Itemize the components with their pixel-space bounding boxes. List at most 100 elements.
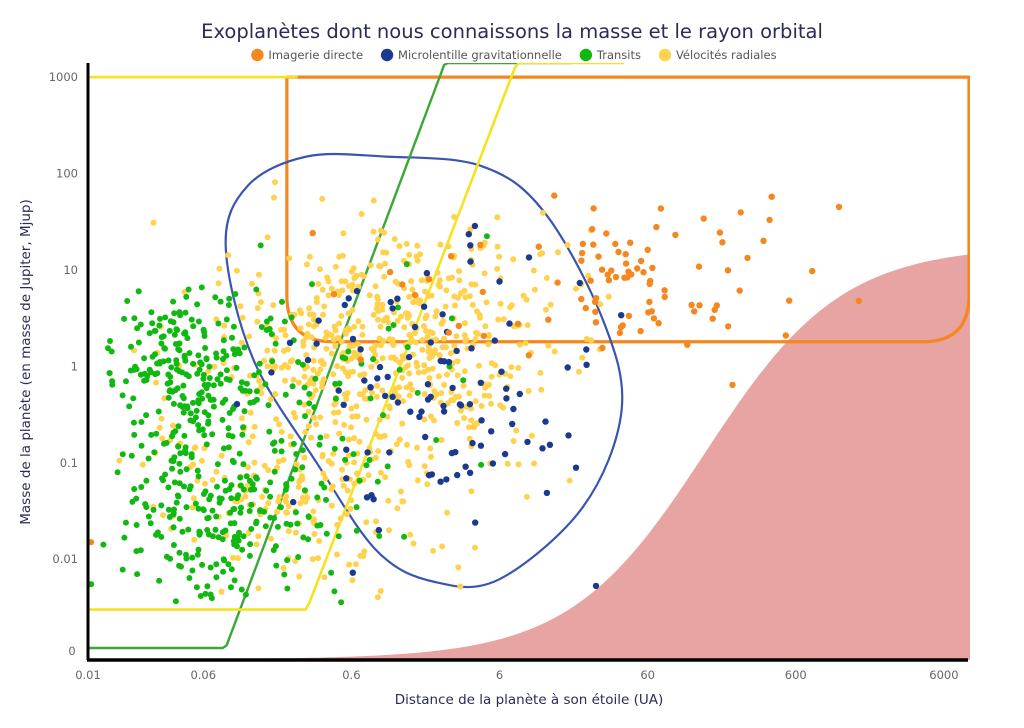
point-microlensing	[420, 303, 428, 310]
point-radial-velocity	[238, 339, 245, 346]
point-transits	[173, 499, 180, 506]
point-transits	[172, 387, 179, 393]
point-radial-velocity	[543, 306, 549, 313]
point-radial-velocity	[322, 475, 329, 482]
point-radial-velocity	[246, 333, 253, 340]
point-transits	[183, 504, 190, 511]
point-transits	[158, 533, 165, 540]
point-transits	[202, 590, 209, 597]
point-radial-velocity	[351, 480, 358, 487]
point-transits	[133, 495, 140, 502]
point-radial-velocity	[414, 257, 421, 264]
point-radial-velocity	[280, 347, 287, 354]
point-transits	[380, 412, 386, 419]
point-radial-velocity	[400, 355, 407, 362]
point-transits	[292, 509, 299, 516]
point-transits	[213, 350, 220, 357]
point-transits	[376, 533, 383, 539]
point-transits	[128, 452, 135, 459]
point-radial-velocity	[339, 287, 346, 294]
point-transits	[299, 464, 306, 471]
point-radial-velocity	[308, 434, 314, 441]
point-direct-imaging	[684, 341, 691, 348]
point-transits	[331, 588, 338, 595]
point-radial-velocity	[348, 405, 355, 412]
point-radial-velocity	[318, 357, 325, 364]
point-transits	[230, 506, 237, 513]
point-transits	[225, 444, 232, 451]
point-radial-velocity	[377, 342, 384, 349]
point-transits	[241, 344, 248, 351]
point-direct-imaging	[644, 246, 651, 253]
point-radial-velocity	[379, 301, 386, 308]
point-transits	[223, 367, 230, 374]
point-radial-velocity	[408, 278, 415, 285]
point-transits	[223, 352, 230, 359]
point-direct-imaging	[621, 274, 628, 281]
legend-item-3[interactable]: Vélocités radiales	[658, 48, 777, 62]
data-points	[88, 179, 862, 606]
point-transits	[271, 447, 278, 454]
point-radial-velocity	[314, 370, 321, 377]
point-direct-imaging	[535, 243, 542, 250]
point-transits	[220, 337, 227, 344]
point-transits	[100, 541, 107, 548]
point-direct-imaging	[672, 231, 679, 239]
point-radial-velocity	[356, 438, 363, 445]
point-direct-imaging	[627, 239, 634, 246]
point-microlensing	[453, 347, 460, 355]
point-transits	[221, 557, 228, 564]
point-radial-velocity	[461, 415, 468, 421]
point-microlensing	[423, 269, 431, 277]
point-radial-velocity	[317, 414, 324, 421]
point-radial-velocity	[381, 273, 388, 280]
point-transits	[214, 376, 221, 383]
point-radial-velocity	[273, 335, 280, 342]
point-transits	[171, 479, 178, 486]
point-transits	[176, 549, 183, 556]
point-microlensing	[386, 449, 393, 456]
point-radial-velocity	[264, 363, 271, 370]
point-transits	[200, 507, 207, 514]
point-transits	[210, 382, 217, 389]
point-radial-velocity	[400, 398, 406, 405]
point-radial-velocity	[494, 214, 501, 221]
point-transits	[217, 371, 224, 378]
point-microlensing	[498, 368, 505, 375]
point-transits	[302, 413, 308, 420]
point-transits	[205, 392, 212, 399]
point-radial-velocity	[358, 211, 365, 217]
legend-item-1[interactable]: Microlentille gravitationnelle	[380, 48, 562, 62]
point-transits	[135, 339, 142, 346]
point-radial-velocity	[254, 318, 261, 325]
point-radial-velocity	[346, 436, 352, 443]
point-transits	[201, 329, 208, 336]
point-radial-velocity	[481, 392, 488, 399]
point-transits	[317, 434, 324, 441]
region-outline-transits	[88, 63, 572, 650]
point-transits	[353, 504, 360, 511]
point-radial-velocity	[437, 241, 444, 248]
point-radial-velocity	[588, 337, 595, 344]
point-radial-velocity	[531, 286, 538, 293]
point-direct-imaging	[579, 240, 587, 248]
point-radial-velocity	[421, 463, 428, 470]
point-transits	[114, 469, 121, 476]
point-transits	[196, 391, 203, 397]
point-radial-velocity	[350, 342, 357, 349]
point-transits	[160, 477, 166, 484]
point-radial-velocity	[342, 327, 349, 334]
point-transits	[272, 543, 279, 550]
point-transits	[262, 523, 269, 530]
legend-item-2[interactable]: Transits	[579, 48, 641, 62]
point-transits	[183, 371, 190, 378]
axes	[86, 63, 968, 662]
point-radial-velocity	[308, 334, 315, 341]
legend-item-0[interactable]: Imagerie directe	[251, 48, 363, 62]
point-transits	[170, 400, 177, 407]
point-radial-velocity	[191, 445, 198, 452]
point-radial-velocity	[305, 423, 312, 430]
point-transits	[107, 338, 113, 344]
point-radial-velocity	[399, 420, 406, 427]
point-direct-imaging	[700, 215, 707, 222]
